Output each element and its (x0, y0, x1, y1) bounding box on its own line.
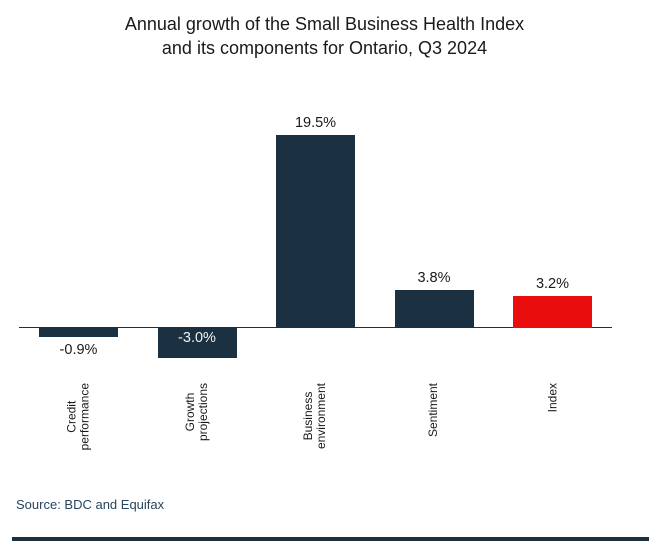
value-label-index: 3.2% (535, 276, 570, 293)
category-label-growth-projections: Growth projections (183, 383, 210, 442)
bar-sentiment (394, 290, 474, 328)
bar-index (513, 296, 592, 328)
value-label-growth-projections: -3.0% (178, 330, 216, 346)
category-label-index: Index (545, 383, 559, 413)
category-label-line: environment (314, 383, 329, 450)
category-label-line: Sentiment (426, 383, 441, 438)
category-label-line: performance (77, 383, 92, 451)
bar-credit-performance (39, 328, 118, 337)
source-note: Source: BDC and Equifax (16, 497, 165, 512)
category-label-credit-performance: Credit performance (65, 383, 92, 451)
value-label-credit-performance: -0.9% (59, 341, 98, 358)
category-label-line: projections (196, 383, 210, 442)
chart-title-line1: Annual growth of the Small Business Heal… (124, 14, 525, 34)
bar-growth-projections (157, 328, 237, 358)
bottom-accent-rule (12, 537, 649, 541)
category-label-sentiment: Sentiment (426, 383, 441, 438)
value-label-sentiment: 3.8% (417, 270, 451, 287)
value-label-business-environment: 19.5% (294, 114, 337, 131)
chart-title: Annual growth of the Small Business Heal… (0, 12, 649, 60)
chart-title-line2: and its components for Ontario, Q3 2024 (161, 38, 488, 58)
bar-business-environment (276, 134, 355, 328)
category-label-business-environment: Business environment (302, 383, 329, 450)
category-label-line: Index (545, 383, 559, 413)
